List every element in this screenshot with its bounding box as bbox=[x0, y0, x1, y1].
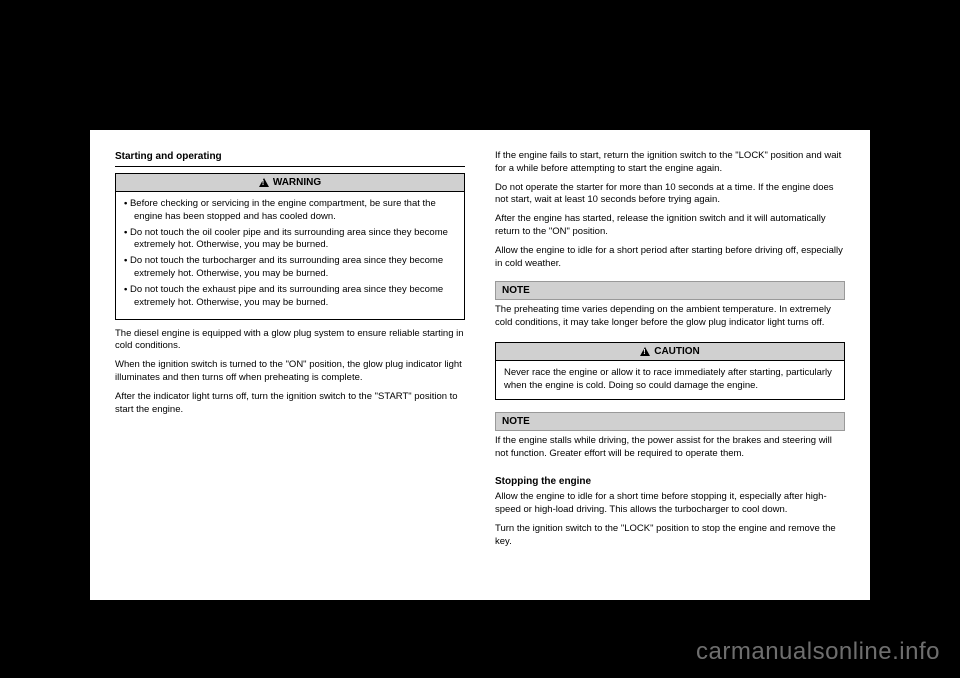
note-text: The preheating time varies depending on … bbox=[495, 304, 845, 330]
warning-item: Do not touch the turbocharger and its su… bbox=[124, 255, 456, 281]
stop-body: Allow the engine to idle for a short tim… bbox=[495, 491, 845, 554]
body-paragraph: Allow the engine to idle for a short tim… bbox=[495, 491, 845, 517]
warning-item: Before checking or servicing in the engi… bbox=[124, 198, 456, 224]
body-paragraph: Do not operate the starter for more than… bbox=[495, 182, 845, 208]
warning-item: Do not touch the oil cooler pipe and its… bbox=[124, 227, 456, 253]
warning-icon bbox=[259, 178, 269, 187]
note-header-2: NOTE bbox=[495, 412, 845, 432]
right-intro: If the engine fails to start, return the… bbox=[495, 150, 845, 277]
warning-header: WARNING bbox=[116, 174, 464, 193]
note2-text: If the engine stalls while driving, the … bbox=[495, 435, 845, 461]
caution-label: CAUTION bbox=[654, 345, 700, 359]
caution-icon bbox=[640, 347, 650, 356]
warning-box: WARNING Before checking or servicing in … bbox=[115, 173, 465, 320]
page-header: Starting and operating bbox=[115, 150, 465, 167]
body-paragraph: When the ignition switch is turned to th… bbox=[115, 359, 465, 385]
watermark: carmanualsonline.info bbox=[696, 638, 940, 666]
caution-body: Never race the engine or allow it to rac… bbox=[496, 361, 844, 399]
caution-text: Never race the engine or allow it to rac… bbox=[504, 367, 832, 391]
left-column: Starting and operating WARNING Before ch… bbox=[115, 150, 465, 580]
section-heading: Stopping the engine bbox=[495, 475, 845, 489]
body-paragraph: After the indicator light turns off, tur… bbox=[115, 391, 465, 417]
warning-body: Before checking or servicing in the engi… bbox=[116, 192, 464, 319]
caution-header: CAUTION bbox=[496, 343, 844, 362]
body-paragraph: The diesel engine is equipped with a glo… bbox=[115, 328, 465, 354]
body-paragraph: Turn the ignition switch to the "LOCK" p… bbox=[495, 523, 845, 549]
body-paragraph: Allow the engine to idle for a short per… bbox=[495, 245, 845, 271]
manual-page: Starting and operating WARNING Before ch… bbox=[90, 130, 870, 600]
note-body-1: The preheating time varies depending on … bbox=[495, 304, 845, 336]
note-header-1: NOTE bbox=[495, 281, 845, 301]
body-paragraph: After the engine has started, release th… bbox=[495, 213, 845, 239]
warning-list: Before checking or servicing in the engi… bbox=[124, 198, 456, 310]
caution-box: CAUTION Never race the engine or allow i… bbox=[495, 342, 845, 400]
warning-label: WARNING bbox=[273, 176, 321, 190]
note-body-2: If the engine stalls while driving, the … bbox=[495, 435, 845, 467]
left-body: The diesel engine is equipped with a glo… bbox=[115, 328, 465, 423]
right-column: If the engine fails to start, return the… bbox=[495, 150, 845, 580]
body-paragraph: If the engine fails to start, return the… bbox=[495, 150, 845, 176]
warning-item: Do not touch the exhaust pipe and its su… bbox=[124, 284, 456, 310]
